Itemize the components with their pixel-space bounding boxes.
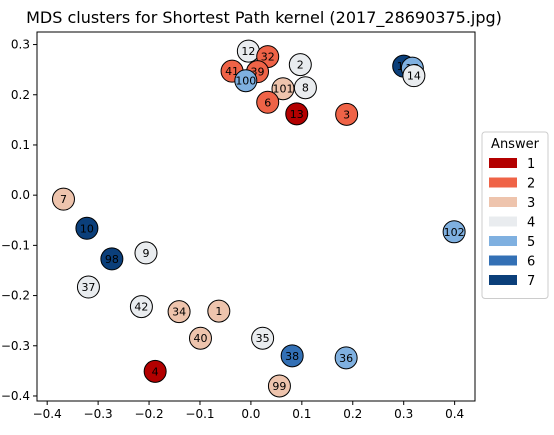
point-label: 1: [215, 305, 222, 318]
point-label: 37: [81, 281, 95, 294]
x-tick-label: −0.3: [84, 407, 113, 421]
point-label: 35: [256, 332, 270, 345]
data-point: 35: [252, 327, 274, 349]
point-label: 99: [272, 380, 286, 393]
data-point: 34: [168, 301, 190, 323]
data-point: 6: [257, 91, 279, 113]
y-tick-label: 0.3: [11, 38, 30, 52]
chart-title: MDS clusters for Shortest Path kernel (2…: [26, 8, 502, 28]
axes-layer: −0.4 −0.3 −0.2 −0.1 0.0 0.1 0.2 0.3 0.4 0.3 0.2 0.1…: [1, 38, 464, 421]
legend-label: 4: [527, 216, 535, 231]
data-point: 9: [135, 242, 157, 264]
legend-box: [482, 132, 548, 299]
legend-swatch: [489, 217, 517, 227]
legend-label: 6: [527, 255, 535, 270]
legend-label: 3: [527, 196, 535, 211]
legend-label: 2: [527, 177, 535, 192]
y-tick-label: 0.1: [11, 138, 30, 152]
data-point: 100: [235, 70, 257, 92]
data-point: 42: [130, 296, 152, 318]
legend-label: 7: [527, 274, 535, 289]
legend-swatch: [489, 197, 517, 207]
point-label: 8: [302, 82, 309, 95]
data-point: 3: [336, 103, 358, 125]
point-label: 40: [193, 332, 207, 345]
data-point: 1: [208, 300, 230, 322]
data-point: 10: [76, 217, 98, 239]
legend-title: Answer: [491, 137, 540, 152]
point-label: 14: [407, 70, 421, 83]
point-label: 38: [285, 350, 299, 363]
y-tick-label: −0.4: [1, 389, 30, 403]
x-tick-label: 0.0: [241, 407, 260, 421]
y-tick-label: −0.3: [1, 339, 30, 353]
point-label: 10: [80, 222, 94, 235]
legend-label: 1: [527, 157, 535, 172]
x-tick-label: 0.3: [394, 407, 413, 421]
data-point: 2: [289, 54, 311, 76]
point-label: 13: [290, 108, 304, 121]
point-label: 7: [60, 193, 67, 206]
x-tick-label: 0.4: [445, 407, 464, 421]
x-tick-label: 0.2: [343, 407, 362, 421]
legend-swatch: [489, 236, 517, 246]
data-point: 38: [281, 345, 303, 367]
y-tick-label: 0.0: [11, 188, 30, 202]
data-point: 13: [286, 103, 308, 125]
y-tick-label: −0.1: [1, 238, 30, 252]
points-layer: 1232241391001018613311151471021099837423…: [52, 40, 465, 397]
x-tick-label: 0.1: [292, 407, 311, 421]
point-label: 34: [172, 306, 186, 319]
data-point: 102: [443, 221, 465, 243]
data-point: 12: [237, 40, 259, 62]
point-label: 42: [134, 301, 148, 314]
point-label: 4: [152, 365, 159, 378]
point-label: 100: [235, 75, 256, 88]
y-tick-label: −0.2: [1, 289, 30, 303]
x-tick-label: −0.1: [185, 407, 214, 421]
y-tick-label: 0.2: [11, 88, 30, 102]
data-point: 99: [268, 375, 290, 397]
legend-swatch: [489, 178, 517, 188]
x-tick-label: −0.4: [33, 407, 62, 421]
point-label: 12: [241, 45, 255, 58]
data-point: 37: [77, 276, 99, 298]
legend-swatch: [489, 158, 517, 168]
legend: Answer 1 2 3 4 5 6 7: [482, 132, 548, 299]
legend-swatch: [489, 256, 517, 266]
data-point: 4: [144, 360, 166, 382]
data-point: 98: [101, 248, 123, 270]
legend-swatch: [489, 275, 517, 285]
point-label: 36: [339, 352, 353, 365]
data-point: 40: [189, 327, 211, 349]
data-point: 36: [335, 347, 357, 369]
point-label: 9: [142, 247, 149, 260]
point-label: 101: [272, 83, 293, 96]
x-tick-label: −0.2: [134, 407, 163, 421]
legend-label: 5: [527, 235, 535, 250]
point-label: 102: [444, 226, 465, 239]
data-point: 14: [403, 65, 425, 87]
point-label: 6: [264, 96, 271, 109]
data-point: 7: [52, 188, 74, 210]
data-point: 8: [294, 77, 316, 99]
point-label: 3: [343, 108, 350, 121]
point-label: 98: [105, 253, 119, 266]
point-label: 2: [297, 59, 304, 72]
